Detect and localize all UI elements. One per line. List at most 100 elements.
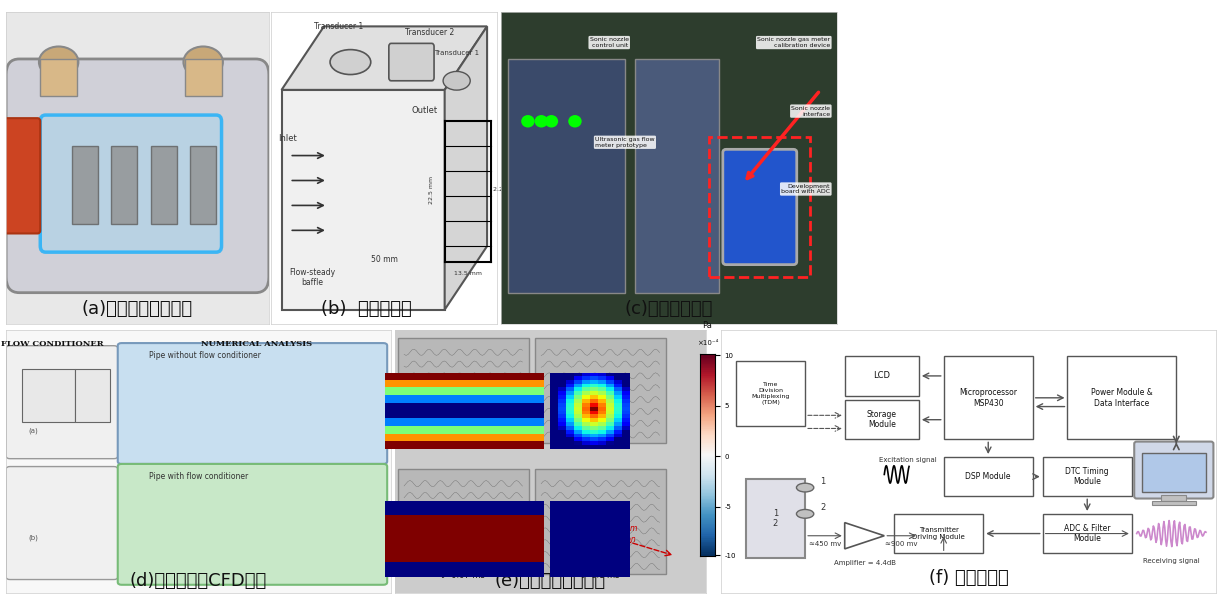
Text: 2: 2 [820,503,825,512]
Polygon shape [281,90,445,310]
Text: t=0.04 ms: t=0.04 ms [578,439,622,448]
Polygon shape [281,26,488,90]
Text: Ultrasonic gas flow
meter prototype: Ultrasonic gas flow meter prototype [595,137,655,148]
FancyBboxPatch shape [943,356,1033,439]
Ellipse shape [797,483,814,492]
Text: 1
2: 1 2 [772,508,778,528]
FancyBboxPatch shape [6,346,117,459]
Text: FLOW CONDITIONER: FLOW CONDITIONER [1,340,104,348]
Text: Outlet: Outlet [412,106,437,115]
Text: Sonic nozzle gas meter
calibration device: Sonic nozzle gas meter calibration devic… [758,37,831,48]
Text: DSP Module: DSP Module [965,472,1011,481]
Text: t=0.07 ms: t=0.07 ms [441,571,485,579]
Text: Development
board with ADC: Development board with ADC [781,183,831,194]
Text: NUMERICAL ANALYSIS: NUMERICAL ANALYSIS [200,340,312,348]
Text: Power Module &
Data Interface: Power Module & Data Interface [1091,388,1152,408]
Text: Receiving signal: Receiving signal [1143,558,1200,563]
Text: Pipe with flow conditioner: Pipe with flow conditioner [149,472,248,481]
Text: Pipe without flow conditioner: Pipe without flow conditioner [149,351,260,360]
Text: Transducer 2: Transducer 2 [404,28,455,37]
Bar [22,369,76,422]
FancyBboxPatch shape [723,149,797,265]
FancyBboxPatch shape [895,514,984,554]
FancyBboxPatch shape [117,343,387,464]
FancyBboxPatch shape [6,467,117,579]
Text: ≈450 mv: ≈450 mv [809,541,841,547]
Text: Transducer 1: Transducer 1 [314,22,364,31]
FancyBboxPatch shape [1068,356,1177,439]
Bar [1151,501,1196,505]
Text: (c)标定实验系统: (c)标定实验系统 [624,299,714,318]
Text: (b): (b) [28,535,38,541]
Ellipse shape [183,46,222,78]
Text: Transmitter
Driving Module: Transmitter Driving Module [913,527,965,540]
Text: Sonic nozzle
interface: Sonic nozzle interface [792,106,831,117]
FancyBboxPatch shape [745,479,805,558]
Text: 50 mm: 50 mm [371,255,397,265]
Circle shape [568,115,582,128]
FancyBboxPatch shape [1042,457,1132,496]
Text: 22.5 mm: 22.5 mm [429,176,434,204]
Text: (d)流动调节器CFD仿真: (d)流动调节器CFD仿真 [130,572,268,590]
Text: Amplifier = 4.4dB: Amplifier = 4.4dB [833,560,896,566]
Text: Upstream
direction: Upstream direction [600,524,638,544]
Text: Flow-steady
baffle: Flow-steady baffle [288,268,335,287]
FancyBboxPatch shape [6,59,269,293]
Circle shape [545,115,558,128]
Ellipse shape [39,46,78,78]
Circle shape [535,115,547,128]
Text: 2.25 mm: 2.25 mm [492,188,521,192]
Polygon shape [445,26,488,310]
Text: DTC Timing
Module: DTC Timing Module [1066,467,1110,486]
Text: (b)  设计示意图: (b) 设计示意图 [321,299,412,318]
FancyBboxPatch shape [844,400,919,439]
FancyBboxPatch shape [943,457,1033,496]
Text: ×10⁻⁴: ×10⁻⁴ [697,340,719,346]
FancyBboxPatch shape [389,43,434,81]
Text: ≈900 mv: ≈900 mv [886,541,918,547]
Text: 13.5 mm: 13.5 mm [453,271,481,276]
FancyBboxPatch shape [1134,442,1213,499]
Polygon shape [844,522,885,549]
Text: LCD: LCD [874,371,891,381]
Ellipse shape [330,49,370,75]
FancyBboxPatch shape [844,356,919,396]
Text: 1: 1 [820,477,825,486]
Text: (e)声发射法声场建模: (e)声发射法声场建模 [495,572,606,590]
Bar [72,146,98,224]
Text: Microprocessor
MSP430: Microprocessor MSP430 [959,388,1017,408]
FancyBboxPatch shape [40,115,221,252]
Bar [76,369,110,422]
Ellipse shape [444,71,470,90]
Text: Inlet: Inlet [279,134,297,143]
Bar [709,137,810,277]
Ellipse shape [797,510,814,518]
Text: Storage
Module: Storage Module [866,410,897,430]
Text: Pa: Pa [703,321,712,330]
Text: Excitation signal: Excitation signal [880,458,937,464]
Bar [635,59,720,293]
FancyBboxPatch shape [736,360,805,426]
Text: (f) 系统原理图: (f) 系统原理图 [929,569,1008,587]
FancyBboxPatch shape [117,464,387,585]
FancyBboxPatch shape [40,59,77,97]
Text: ADC & Filter
Module: ADC & Filter Module [1064,524,1111,543]
Bar [111,146,137,224]
Text: Transducer 1: Transducer 1 [434,50,479,56]
FancyBboxPatch shape [4,118,40,233]
Bar [150,146,177,224]
Text: (a)超声波气体流量计: (a)超声波气体流量计 [82,299,193,318]
FancyBboxPatch shape [185,59,221,97]
Text: Time
Division
Multiplexing
(TDM): Time Division Multiplexing (TDM) [752,382,789,404]
FancyBboxPatch shape [1042,514,1132,554]
Circle shape [521,115,535,128]
Text: t=0.01 ms: t=0.01 ms [441,439,485,448]
Text: t=0.1 ms: t=0.1 ms [582,571,620,579]
FancyBboxPatch shape [1141,453,1206,492]
Text: Downstream
direction: Downstream direction [439,524,488,544]
Bar [508,59,626,293]
Text: (a): (a) [28,427,38,434]
Text: Sonic nozzle
control unit: Sonic nozzle control unit [590,37,629,48]
Bar [191,146,216,224]
Bar [1161,496,1187,501]
